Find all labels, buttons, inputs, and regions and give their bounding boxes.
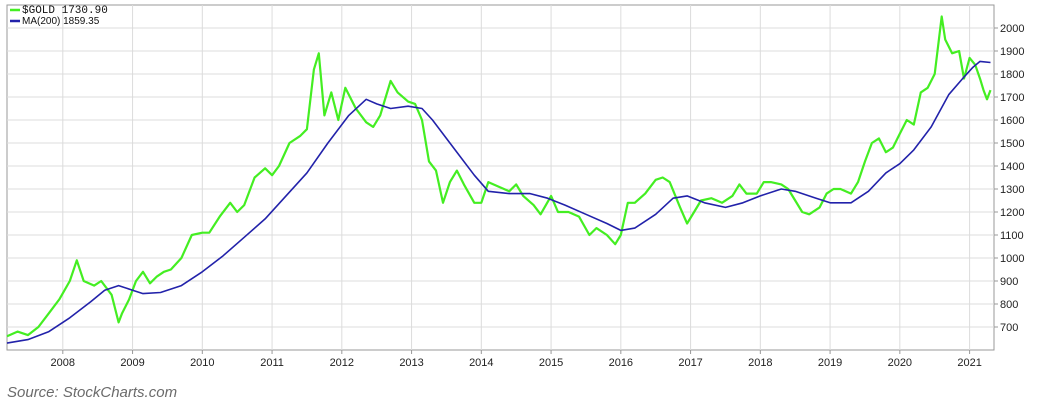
- y-tick-label: 1000: [1000, 253, 1024, 265]
- x-tick-label: 2009: [120, 357, 144, 369]
- gold-price-line: [6, 15, 992, 338]
- source-caption: Source: StockCharts.com: [7, 384, 177, 401]
- moving-average-line: [6, 60, 991, 344]
- x-tick-label: 2020: [888, 357, 912, 369]
- x-tick-label: 2017: [678, 357, 702, 369]
- grid-lines: [7, 5, 994, 350]
- x-tick-label: 2015: [539, 357, 563, 369]
- y-tick-label: 1600: [1000, 115, 1024, 127]
- x-tick-label: 2012: [330, 357, 354, 369]
- y-tick-label: 1800: [1000, 69, 1024, 81]
- y-tick-label: 2000: [1000, 23, 1024, 35]
- y-axis-ticks: 700 800 900 1000 1100 1200 1300 1400 1500 1600 170…: [994, 23, 1024, 334]
- series-lines: [6, 15, 992, 344]
- x-axis-ticks: 2008 2009 2010 2011 2012 2013 2014 2015 2016 2017…: [51, 350, 982, 369]
- x-tick-label: 2014: [469, 357, 493, 369]
- y-tick-label: 1400: [1000, 161, 1024, 173]
- x-tick-label: 2021: [957, 357, 981, 369]
- x-tick-label: 2016: [609, 357, 633, 369]
- plot-frame: [6, 4, 995, 351]
- y-tick-label: 1700: [1000, 92, 1024, 104]
- y-tick-label: 1300: [1000, 184, 1024, 196]
- legend-label: MA(200) 1859.35: [22, 16, 100, 27]
- x-tick-label: 2018: [748, 357, 772, 369]
- y-tick-label: 800: [1000, 299, 1018, 311]
- x-tick-label: 2008: [51, 357, 75, 369]
- y-tick-label: 1100: [1000, 230, 1024, 242]
- y-tick-label: 1500: [1000, 138, 1024, 150]
- y-tick-label: 900: [1000, 276, 1018, 288]
- x-tick-label: 2019: [818, 357, 842, 369]
- x-tick-label: 2010: [190, 357, 214, 369]
- legend-label: $GOLD 1730.90: [22, 5, 108, 17]
- y-tick-label: 700: [1000, 322, 1018, 334]
- y-tick-label: 1200: [1000, 207, 1024, 219]
- y-tick-label: 1900: [1000, 46, 1024, 58]
- x-tick-label: 2011: [260, 357, 284, 369]
- x-tick-label: 2013: [399, 357, 423, 369]
